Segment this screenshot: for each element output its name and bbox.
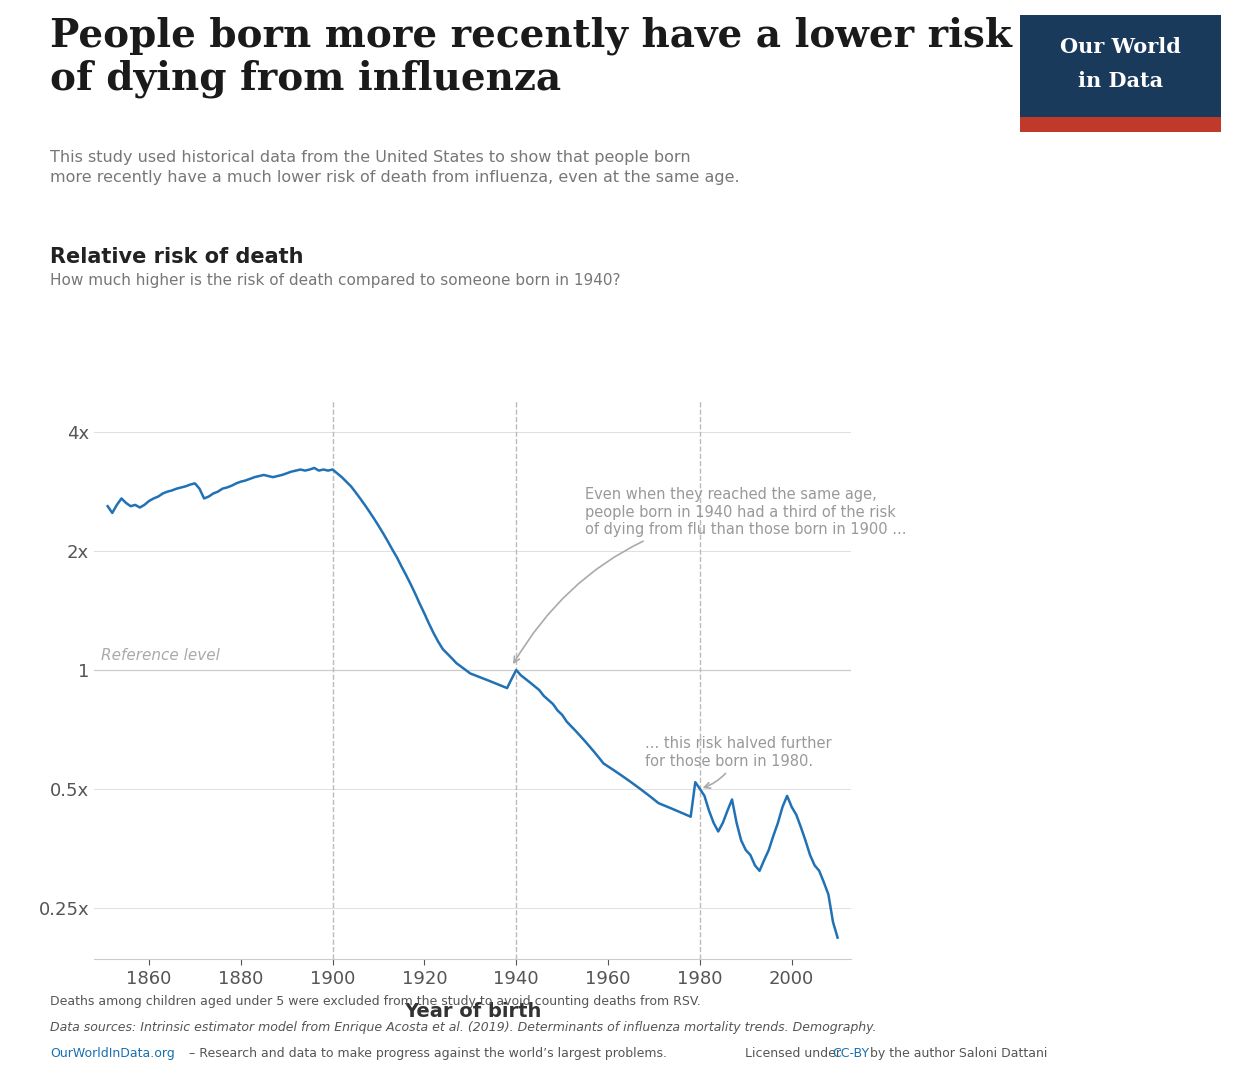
Text: People born more recently have a lower risk
of dying from influenza: People born more recently have a lower r… xyxy=(50,16,1012,98)
Text: Deaths among children aged under 5 were excluded from the study to avoid countin: Deaths among children aged under 5 were … xyxy=(50,995,701,1008)
Text: This study used historical data from the United States to show that people born
: This study used historical data from the… xyxy=(50,150,740,185)
Text: Even when they reached the same age,
people born in 1940 had a third of the risk: Even when they reached the same age, peo… xyxy=(515,488,906,662)
X-axis label: Year of birth: Year of birth xyxy=(404,1002,541,1021)
Text: Our World: Our World xyxy=(1060,37,1181,56)
Text: Relative risk of death: Relative risk of death xyxy=(50,247,303,267)
Text: Reference level: Reference level xyxy=(101,648,220,663)
Text: in Data: in Data xyxy=(1078,70,1163,91)
Text: Data sources: Intrinsic estimator model from Enrique Acosta et al. (2019). Deter: Data sources: Intrinsic estimator model … xyxy=(50,1021,876,1034)
Text: ... this risk halved further
for those born in 1980.: ... this risk halved further for those b… xyxy=(645,736,831,788)
Text: CC-BY: CC-BY xyxy=(833,1047,870,1060)
Text: – Research and data to make progress against the world’s largest problems.: – Research and data to make progress aga… xyxy=(185,1047,667,1060)
Text: by the author Saloni Dattani: by the author Saloni Dattani xyxy=(866,1047,1048,1060)
Text: How much higher is the risk of death compared to someone born in 1940?: How much higher is the risk of death com… xyxy=(50,273,621,288)
Text: OurWorldInData.org: OurWorldInData.org xyxy=(50,1047,175,1060)
Text: Licensed under: Licensed under xyxy=(745,1047,845,1060)
